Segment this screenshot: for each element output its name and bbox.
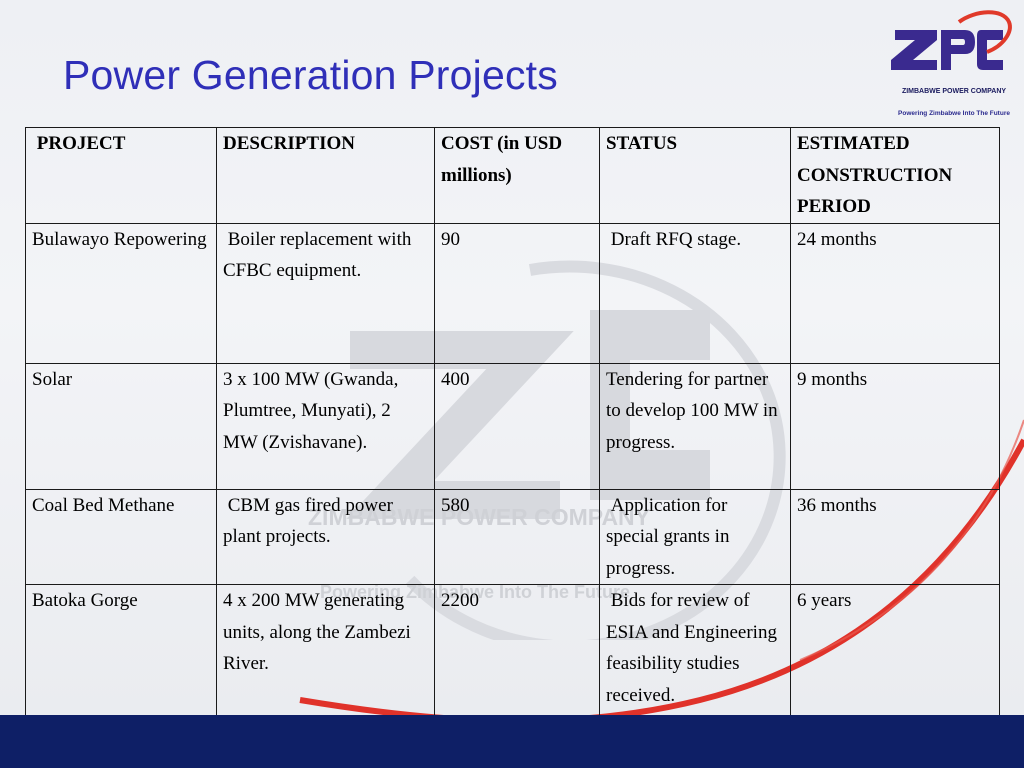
logo-tagline: Powering Zimbabwe Into The Future	[898, 110, 1010, 117]
header-estimated-period: ESTIMATED CONSTRUCTION PERIOD	[790, 127, 1000, 224]
cell-cost: 90	[434, 222, 600, 364]
cell-project: Solar	[25, 362, 217, 490]
table-row: Bulawayo Repowering Boiler replacement w…	[25, 222, 1000, 364]
zpc-logo: ZIMBABWE POWER COMPANY Powering Zimbabwe…	[885, 8, 1015, 118]
cell-project: Bulawayo Repowering	[25, 222, 217, 364]
power-projects-table: PROJECT DESCRIPTION COST (in USD million…	[25, 127, 1000, 743]
cell-period: 9 months	[790, 362, 1000, 490]
cell-project: Coal Bed Methane	[25, 488, 217, 585]
cell-description: 3 x 100 MW (Gwanda, Plumtree, Munyati), …	[216, 362, 435, 490]
logo-company-name: ZIMBABWE POWER COMPANY	[901, 88, 1007, 95]
cell-period: 36 months	[790, 488, 1000, 585]
cell-description: CBM gas fired power plant projects.	[216, 488, 435, 585]
header-cost: COST (in USD millions)	[434, 127, 600, 224]
cell-status: Application for special grants in progre…	[599, 488, 791, 585]
table-row: Coal Bed Methane CBM gas fired power pla…	[25, 488, 1000, 585]
cell-period: 24 months	[790, 222, 1000, 364]
table-header-row: PROJECT DESCRIPTION COST (in USD million…	[25, 127, 1000, 224]
slide-title: Power Generation Projects	[63, 52, 558, 98]
table-row: Solar 3 x 100 MW (Gwanda, Plumtree, Muny…	[25, 362, 1000, 490]
cell-cost: 580	[434, 488, 600, 585]
zpc-logo-mark	[891, 10, 1012, 70]
cell-status: Tendering for partner to develop 100 MW …	[599, 362, 791, 490]
cell-description: Boiler replacement with CFBC equipment.	[216, 222, 435, 364]
header-project: PROJECT	[25, 127, 217, 224]
cell-cost: 400	[434, 362, 600, 490]
cell-status: Draft RFQ stage.	[599, 222, 791, 364]
header-description: DESCRIPTION	[216, 127, 435, 224]
header-status: STATUS	[599, 127, 791, 224]
footer-band	[0, 715, 1024, 768]
